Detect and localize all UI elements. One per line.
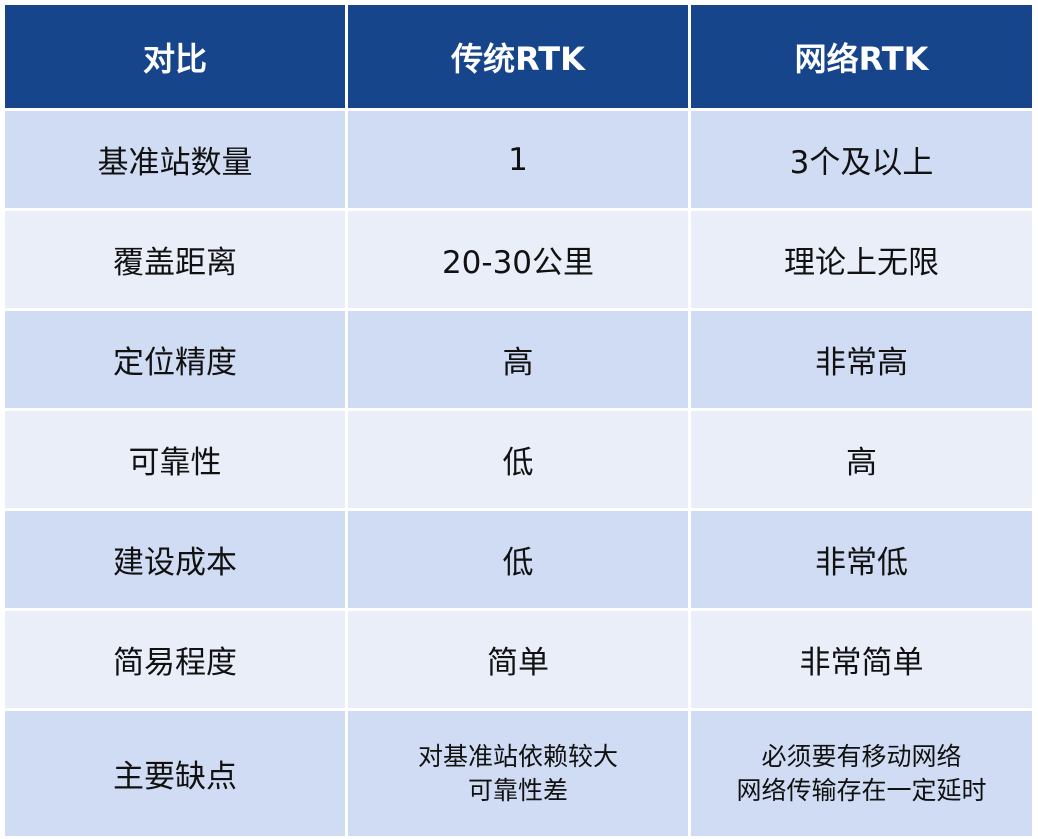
table-cell: 必须要有移动网络 网络传输存在一定延时: [691, 711, 1032, 836]
header-cell: 对比: [5, 5, 345, 108]
table-cell: 高: [348, 311, 688, 408]
table-cell: 高: [691, 411, 1032, 508]
cell-line: 可靠性差: [467, 775, 568, 805]
header-cell: 网络RTK: [691, 5, 1032, 108]
table-cell: 非常高: [691, 311, 1032, 408]
table-cell: 低: [348, 411, 688, 508]
table-cell: 1: [348, 111, 688, 208]
cell-line: 网络传输存在一定延时: [736, 775, 987, 805]
table-cell: 3个及以上: [691, 111, 1032, 208]
cell-line: 对基准站依赖较大: [417, 741, 618, 771]
row-label: 可靠性: [5, 411, 345, 508]
row-label: 覆盖距离: [5, 211, 345, 308]
table-cell: 简单: [348, 611, 688, 708]
table-cell: 对基准站依赖较大 可靠性差: [348, 711, 688, 836]
table-cell: 非常简单: [691, 611, 1032, 708]
row-label: 建设成本: [5, 511, 345, 608]
row-label: 简易程度: [5, 611, 345, 708]
comparison-table: 对比 传统RTK 网络RTK 基准站数量 1 3个及以上 覆盖距离 20-30公…: [5, 5, 1032, 836]
row-label: 定位精度: [5, 311, 345, 408]
table-cell: 非常低: [691, 511, 1032, 608]
table-cell: 低: [348, 511, 688, 608]
table-cell: 理论上无限: [691, 211, 1032, 308]
table-cell: 20-30公里: [348, 211, 688, 308]
header-cell: 传统RTK: [348, 5, 688, 108]
row-label: 主要缺点: [5, 711, 345, 836]
cell-line: 必须要有移动网络: [761, 741, 962, 771]
row-label: 基准站数量: [5, 111, 345, 208]
